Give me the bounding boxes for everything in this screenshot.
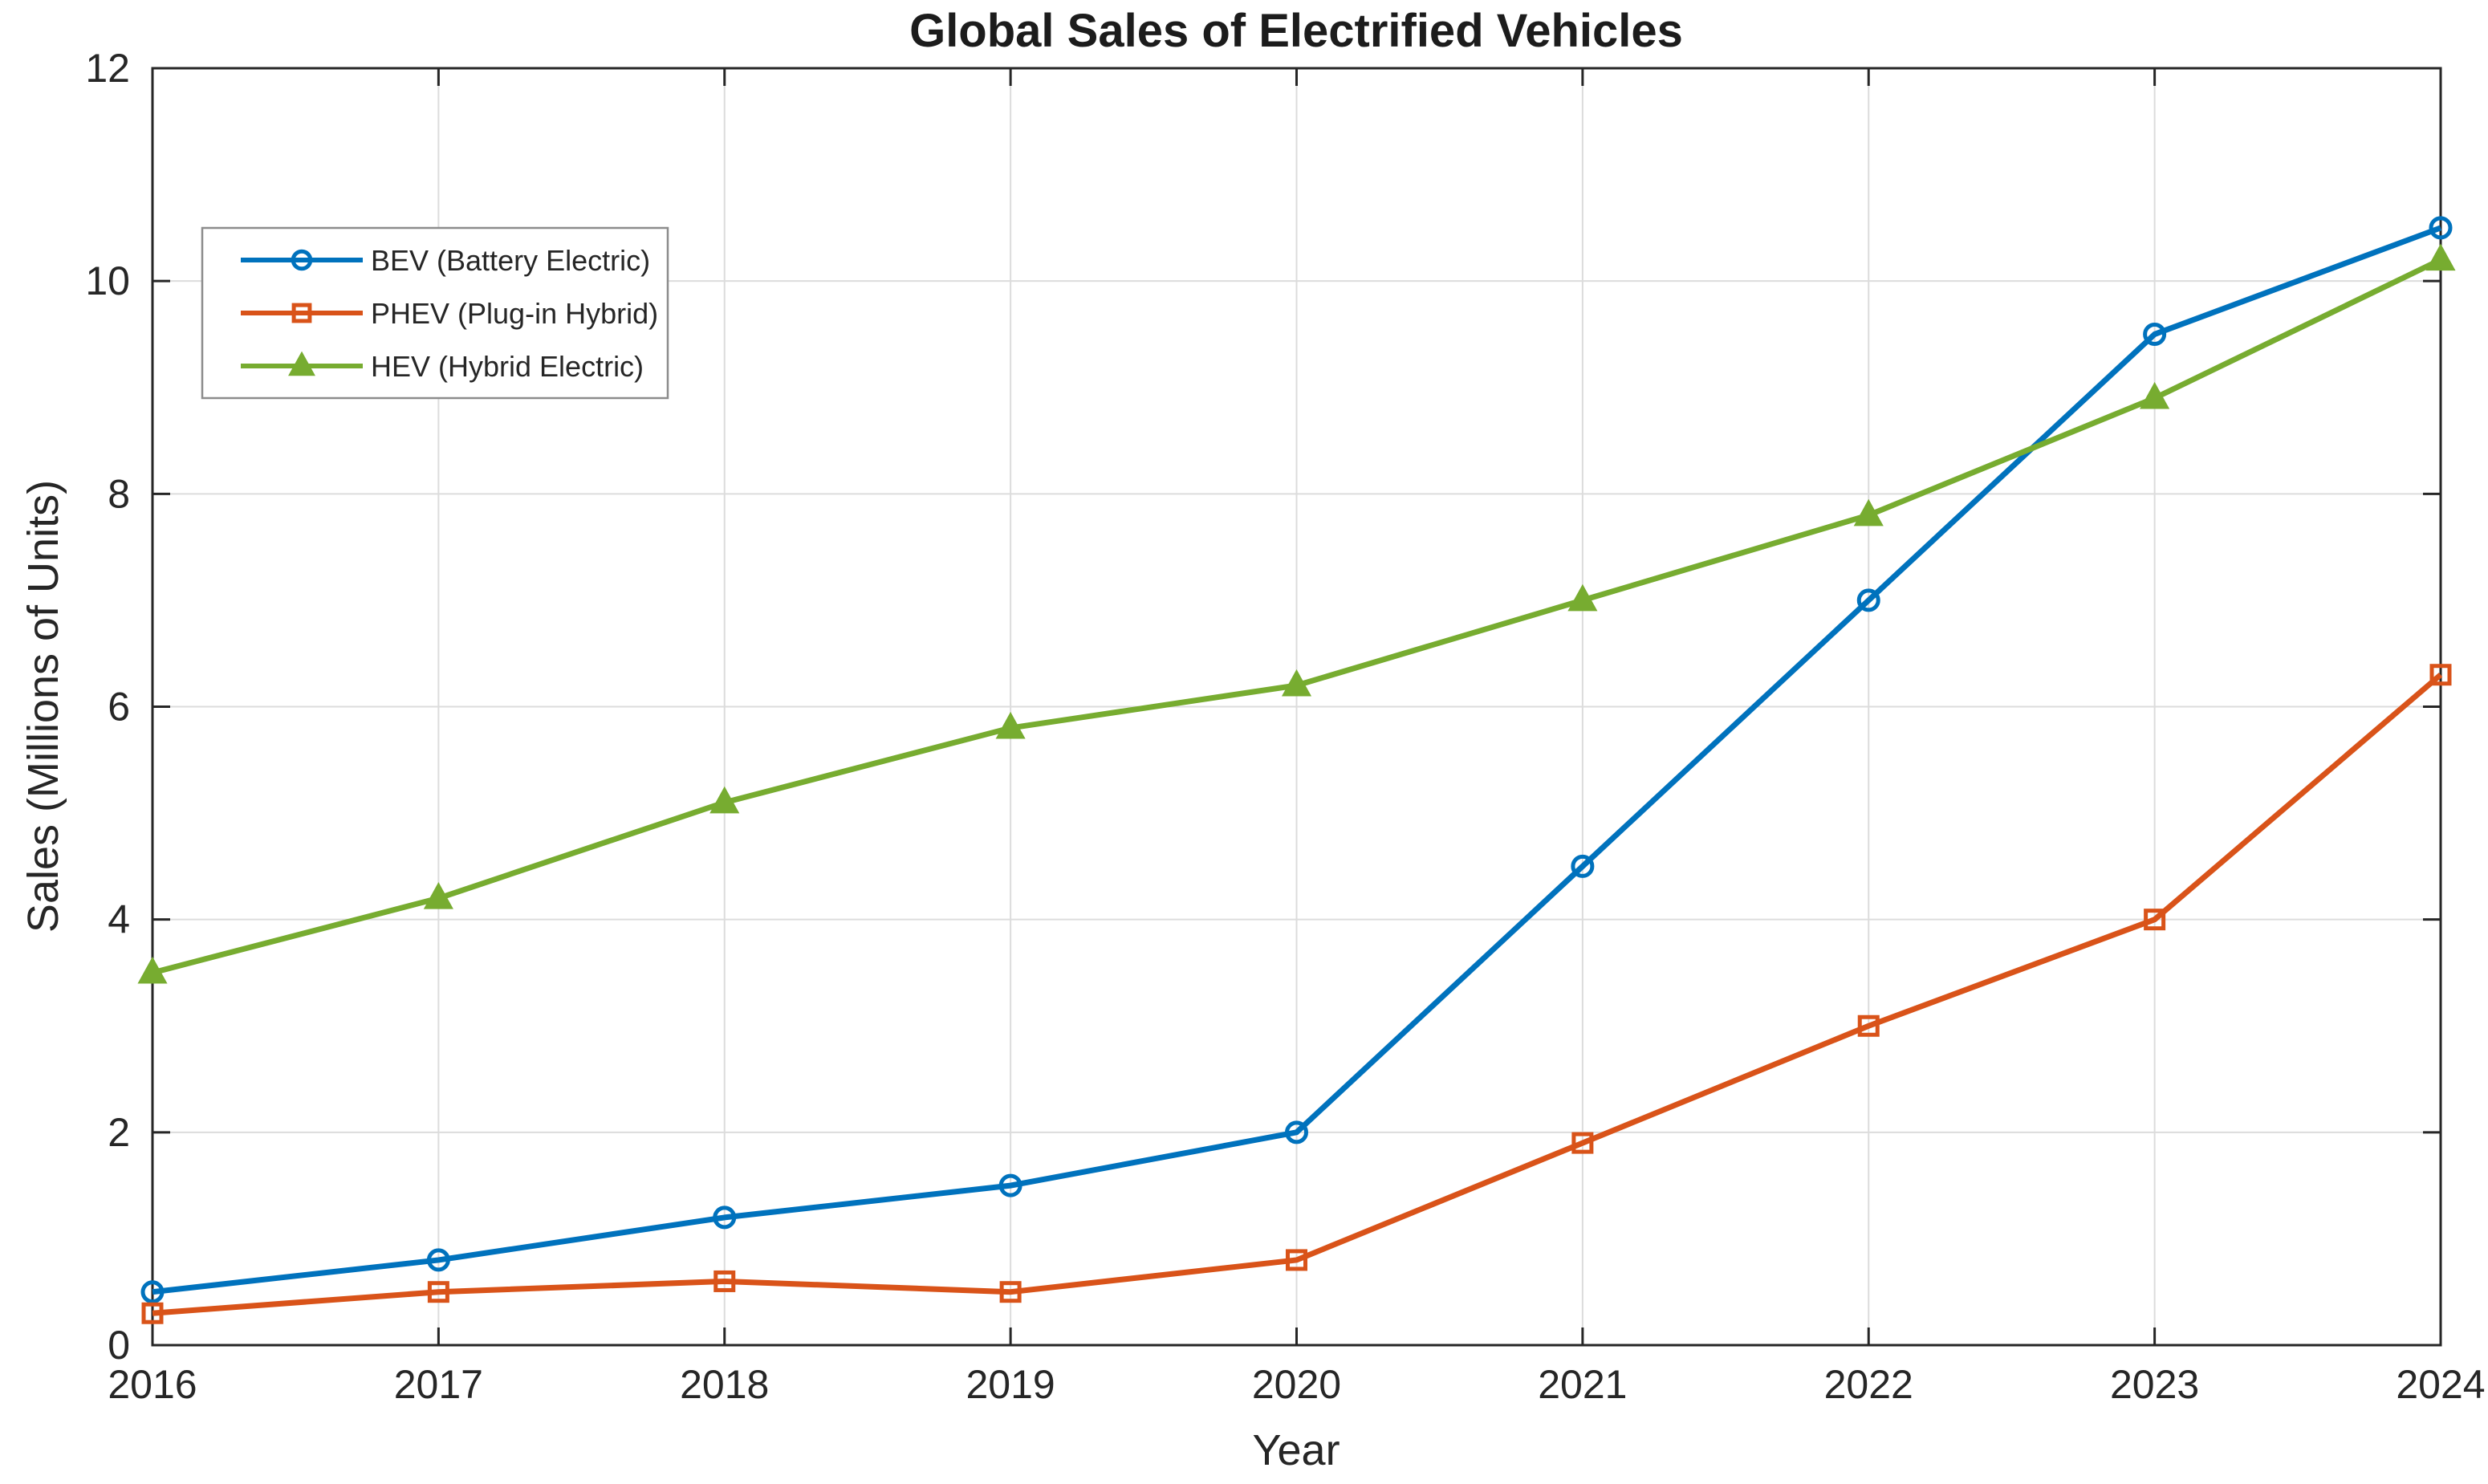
legend-entry-hev: HEV (Hybrid Electric) <box>241 350 644 383</box>
legend-label: HEV (Hybrid Electric) <box>371 350 644 383</box>
y-tick-label: 12 <box>85 46 130 91</box>
series-hev-marker <box>137 956 168 984</box>
legend-entry-bev: BEV (Battery Electric) <box>241 244 650 277</box>
y-tick-label: 2 <box>108 1110 130 1155</box>
series-phev-marker <box>999 1281 1022 1303</box>
series-hev-marker <box>288 351 315 376</box>
legend-entry-phev: PHEV (Plug-in Hybrid) <box>241 297 658 330</box>
legend-label: PHEV (Plug-in Hybrid) <box>371 297 658 330</box>
series-bev-marker <box>2429 216 2453 240</box>
chart-title: Global Sales of Electrified Vehicles <box>909 5 1683 57</box>
series-bev-marker <box>291 249 313 271</box>
y-tick-label: 0 <box>108 1323 130 1368</box>
x-tick-label: 2022 <box>1824 1362 1913 1407</box>
x-tick-label: 2018 <box>680 1362 769 1407</box>
x-tick-label: 2023 <box>2110 1362 2199 1407</box>
series-phev-marker <box>1857 1014 1880 1037</box>
series-phev-marker <box>141 1302 164 1324</box>
legend-label: BEV (Battery Electric) <box>371 244 650 277</box>
x-tick-label: 2019 <box>966 1362 1055 1407</box>
series-bev-marker <box>1285 1120 1308 1145</box>
series-phev-marker <box>1571 1132 1594 1154</box>
series-hev-marker <box>1853 498 1884 527</box>
x-tick-label: 2021 <box>1538 1362 1627 1407</box>
series-hev-marker <box>995 711 1026 739</box>
series-phev-marker <box>1286 1249 1307 1271</box>
x-tick-label: 2024 <box>2396 1362 2485 1407</box>
x-tick-label: 2020 <box>1252 1362 1341 1407</box>
series-bev-marker <box>140 1280 165 1304</box>
legend: BEV (Battery Electric) PHEV (Plug-in Hybr… <box>201 226 669 400</box>
legend-box <box>201 226 669 400</box>
y-tick-label: 6 <box>108 685 130 730</box>
series-phev-marker <box>2144 909 2166 931</box>
series-phev-marker <box>2429 664 2452 686</box>
series-phev-marker <box>427 1281 449 1303</box>
series-bev-marker <box>1571 854 1595 878</box>
x-axis-label: Year <box>1252 1426 1340 1474</box>
x-tick-label: 2017 <box>394 1362 483 1407</box>
series-bev-line <box>152 225 2442 1295</box>
series-bev-marker <box>998 1173 1022 1197</box>
series-phev-line <box>152 673 2443 1316</box>
series-bev-marker <box>713 1205 737 1230</box>
series-hev-marker <box>709 786 740 814</box>
series-hev-marker <box>2425 243 2456 271</box>
series-hev-marker <box>1567 583 1598 612</box>
series-bev-marker <box>426 1248 450 1272</box>
series-hev-marker <box>1281 669 1312 697</box>
y-tick-label: 4 <box>108 897 130 942</box>
x-tick-label: 2016 <box>108 1362 197 1407</box>
series-phev-marker <box>713 1270 736 1292</box>
series-hev-marker <box>423 882 453 909</box>
series-bev-marker <box>1856 588 1880 612</box>
series-hev-marker <box>2140 381 2170 409</box>
series-phev-marker <box>291 303 312 323</box>
y-tick-label: 10 <box>85 258 130 303</box>
series-bev-marker <box>2143 322 2167 346</box>
series-layer <box>137 216 2456 1324</box>
y-tick-label: 8 <box>108 471 130 516</box>
y-axis-label: Sales (Millions of Units) <box>19 480 67 933</box>
